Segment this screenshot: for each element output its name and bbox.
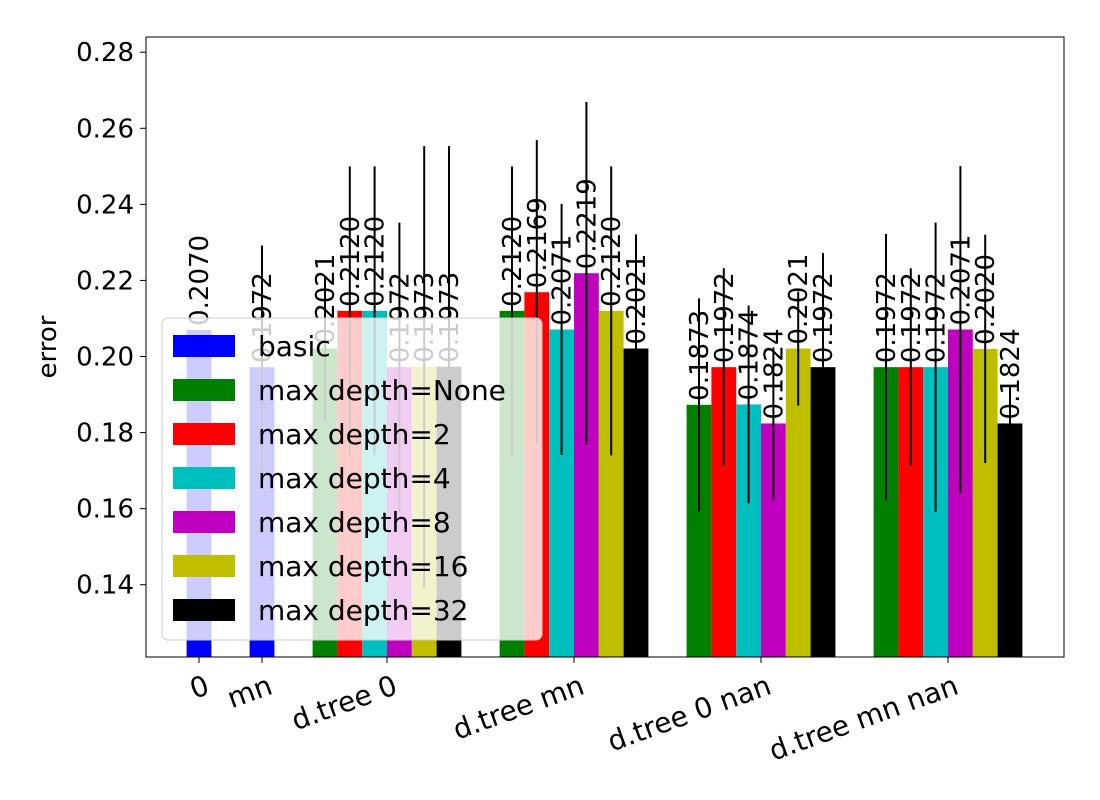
y-tick-label: 0.24 xyxy=(76,190,134,220)
bar-value-label: 0.2120 xyxy=(498,216,528,307)
legend-label: basic xyxy=(258,330,331,363)
y-tick-label: 0.16 xyxy=(76,495,134,525)
y-tick-label: 0.14 xyxy=(76,571,134,601)
bar-value-label: 0.2169 xyxy=(523,197,553,288)
bar xyxy=(997,423,1023,657)
legend-swatch xyxy=(173,555,235,577)
y-tick-label: 0.28 xyxy=(76,38,134,68)
bar-value-label: 0.1972 xyxy=(710,272,740,363)
bar-value-label: 0.1824 xyxy=(759,328,789,419)
plot-area-frame xyxy=(145,36,1065,658)
bar-value-label: 0.1972 xyxy=(872,272,902,363)
bar-value-label: 0.2120 xyxy=(361,216,391,307)
bar-value-label: 0.1873 xyxy=(685,310,715,401)
bar-value-label: 0.2021 xyxy=(622,254,652,345)
y-tick-label: 0.20 xyxy=(76,343,134,373)
legend-label: max depth=32 xyxy=(258,594,469,627)
bar-value-label: 0.2071 xyxy=(946,235,976,326)
legend-swatch xyxy=(173,335,235,357)
legend-label: max depth=None xyxy=(258,374,506,407)
y-tick-label: 0.18 xyxy=(76,419,134,449)
bar-value-label: 0.2120 xyxy=(336,216,366,307)
y-axis-label: error xyxy=(33,315,63,378)
y-tick-label: 0.26 xyxy=(76,114,134,144)
legend-label: max depth=4 xyxy=(258,462,451,495)
bar-value-label: 0.2070 xyxy=(185,235,215,326)
legend-label: max depth=16 xyxy=(258,550,469,583)
bar-value-label: 0.2071 xyxy=(548,235,578,326)
bar-value-label: 0.2021 xyxy=(784,254,814,345)
legend-label: max depth=2 xyxy=(258,418,451,451)
bar-value-label: 0.1972 xyxy=(922,272,952,363)
legend-box xyxy=(161,317,543,641)
bar-value-label: 0.2020 xyxy=(971,254,1001,345)
legend-label: max depth=8 xyxy=(258,506,451,539)
y-tick-label: 0.22 xyxy=(76,266,134,296)
y-axis: 0.14 0.16 0.18 0.20 0.22 0.24 0.26 0.28 xyxy=(76,38,146,601)
bar-value-label: 0.1972 xyxy=(897,272,927,363)
legend: basic max depth=None max depth=2 max depth=… xyxy=(161,317,543,641)
bar-value-label: 0.1874 xyxy=(735,309,765,400)
bar-value-label: 0.1824 xyxy=(996,328,1026,419)
legend-swatch xyxy=(173,467,235,489)
legend-swatch xyxy=(173,379,235,401)
legend-swatch xyxy=(173,423,235,445)
legend-swatch xyxy=(173,599,235,621)
bar-value-label: 0.2120 xyxy=(597,216,627,307)
bar-labels-layer: 0.20700.19720.20210.21200.21200.19720.19… xyxy=(185,178,1026,419)
bar-value-label: 0.2219 xyxy=(572,178,602,269)
bar-value-label: 0.1972 xyxy=(809,272,839,363)
legend-swatch xyxy=(173,511,235,533)
